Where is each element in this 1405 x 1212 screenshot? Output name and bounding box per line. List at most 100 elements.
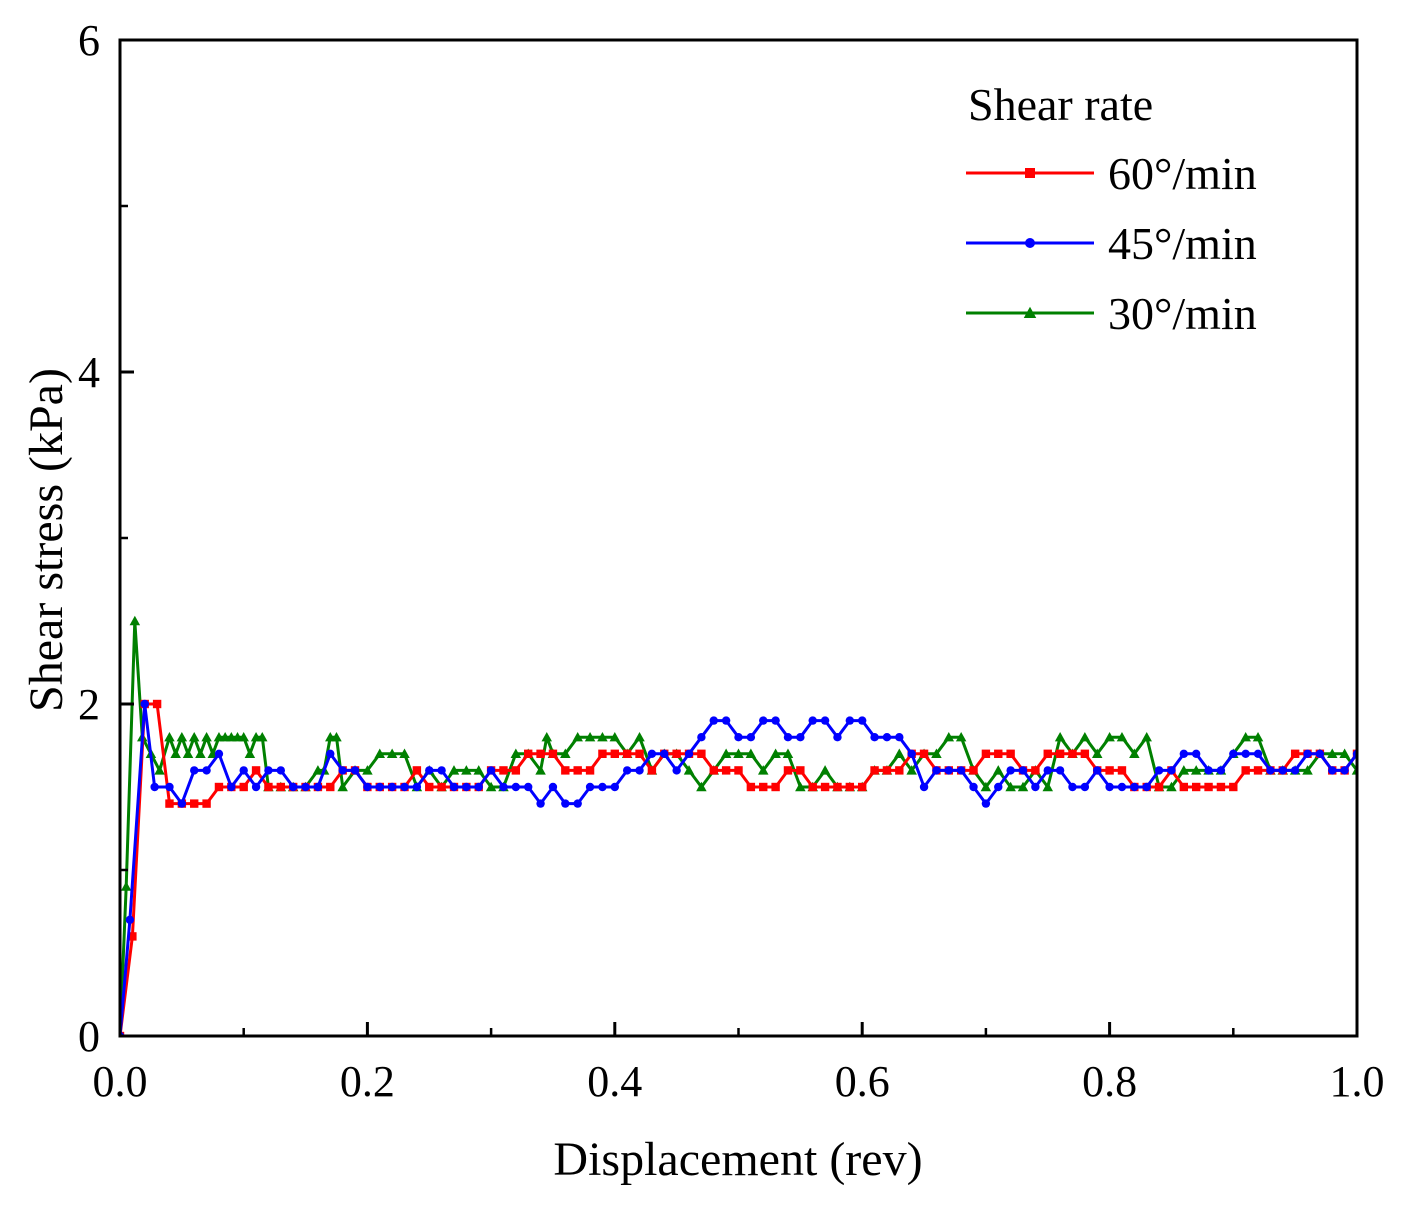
data-point-45min [734,733,743,742]
data-point-60min [561,766,570,775]
data-point-45min [833,733,842,742]
data-point-60min [1105,766,1114,775]
data-point-45min [449,782,459,792]
data-point-60min [759,782,768,792]
data-point-30min [931,748,942,758]
data-point-45min [1290,766,1300,775]
data-point-30min [720,748,732,758]
data-point-60min [190,799,199,808]
series-line-30min [120,619,1357,1036]
data-point-30min [485,781,497,792]
data-point-60min [573,766,582,775]
data-point-60min [845,782,855,792]
data-point-45min [363,782,372,792]
data-point-60min [202,799,211,808]
data-point-60min [152,699,162,709]
legend-item-60min: 60°/min [966,148,1257,199]
series-45min [120,699,1357,1036]
data-point-60min [697,749,706,758]
data-point-30min [195,748,206,758]
data-point-60min [165,799,174,808]
data-point-30min [1017,781,1029,792]
data-point-45min [214,749,224,758]
data-point-45min [202,766,211,775]
data-point-45min [1093,766,1102,775]
data-point-45min [1204,766,1213,775]
data-point-30min [584,731,596,742]
data-point-30min [757,765,769,775]
data-point-30min [733,748,744,758]
data-point-45min [1278,766,1287,775]
data-point-45min [1142,782,1151,792]
series-30min [120,615,1357,1036]
data-point-60min [1080,749,1090,758]
data-point-60min [919,749,929,758]
data-point-45min [338,766,347,775]
data-point-45min [1241,749,1250,758]
data-point-60min [1216,782,1226,792]
data-point-30min [795,781,806,792]
data-point-45min [425,766,434,775]
data-point-60min [808,782,817,792]
data-point-30min [634,731,645,742]
data-point-45min [1105,782,1114,792]
x-axis: 0.0 0.2 0.4 0.6 0.8 1.0 [93,1022,1385,1106]
data-point-60min [994,749,1003,758]
data-point-60min [672,749,681,758]
data-point-30min [362,765,373,775]
data-point-30min [238,731,249,742]
data-point-30min [906,765,917,775]
data-point-60min [511,766,521,775]
data-point-60min [276,782,286,792]
data-point-45min [598,782,607,792]
x-tick-label: 0.8 [1082,1057,1137,1106]
data-point-45min [264,766,273,775]
data-point-60min [981,749,991,758]
data-point-45min [1006,766,1015,775]
data-point-45min [994,782,1003,792]
data-point-45min [1117,782,1127,792]
data-point-30min [1129,748,1140,758]
data-point-30min [164,731,175,742]
data-point-45min [561,799,570,808]
data-point-45min [870,733,879,742]
data-point-30min [176,731,188,742]
data-point-45min [820,716,830,725]
data-point-45min [165,782,174,792]
data-point-60min [796,766,805,775]
data-point-45min [1191,749,1201,758]
data-point-60min [1117,766,1127,775]
data-point-30min [374,748,386,758]
data-point-60min [251,766,261,775]
data-point-30min [541,731,553,742]
data-point-30min [1005,781,1016,792]
data-point-45min [499,782,508,792]
data-point-45min [969,782,978,792]
data-point-45min [672,766,681,775]
data-point-60min [536,749,545,758]
data-point-45min [1229,749,1238,758]
data-point-45min [1315,749,1325,758]
data-point-45min [981,799,991,808]
data-point-45min [412,782,422,792]
legend-label: 60°/min [1108,148,1257,199]
data-point-30min [572,731,583,742]
data-point-45min [1031,782,1040,792]
data-point-45min [1080,782,1090,792]
data-point-45min [1253,749,1263,758]
y-axis: 0 2 4 6 [78,16,134,1061]
data-point-45min [1216,766,1226,775]
data-point-45min [251,782,261,792]
data-point-60min [1154,782,1164,792]
data-point-45min [585,782,595,792]
data-point-45min [1179,749,1189,758]
data-point-45min [684,749,694,758]
data-point-60min [969,766,978,775]
data-point-45min [350,766,360,775]
data-point-45min [301,782,310,792]
data-point-30min [170,748,181,758]
data-point-45min [1167,766,1176,775]
data-point-60min [214,782,224,792]
data-point-30min [1339,748,1350,758]
